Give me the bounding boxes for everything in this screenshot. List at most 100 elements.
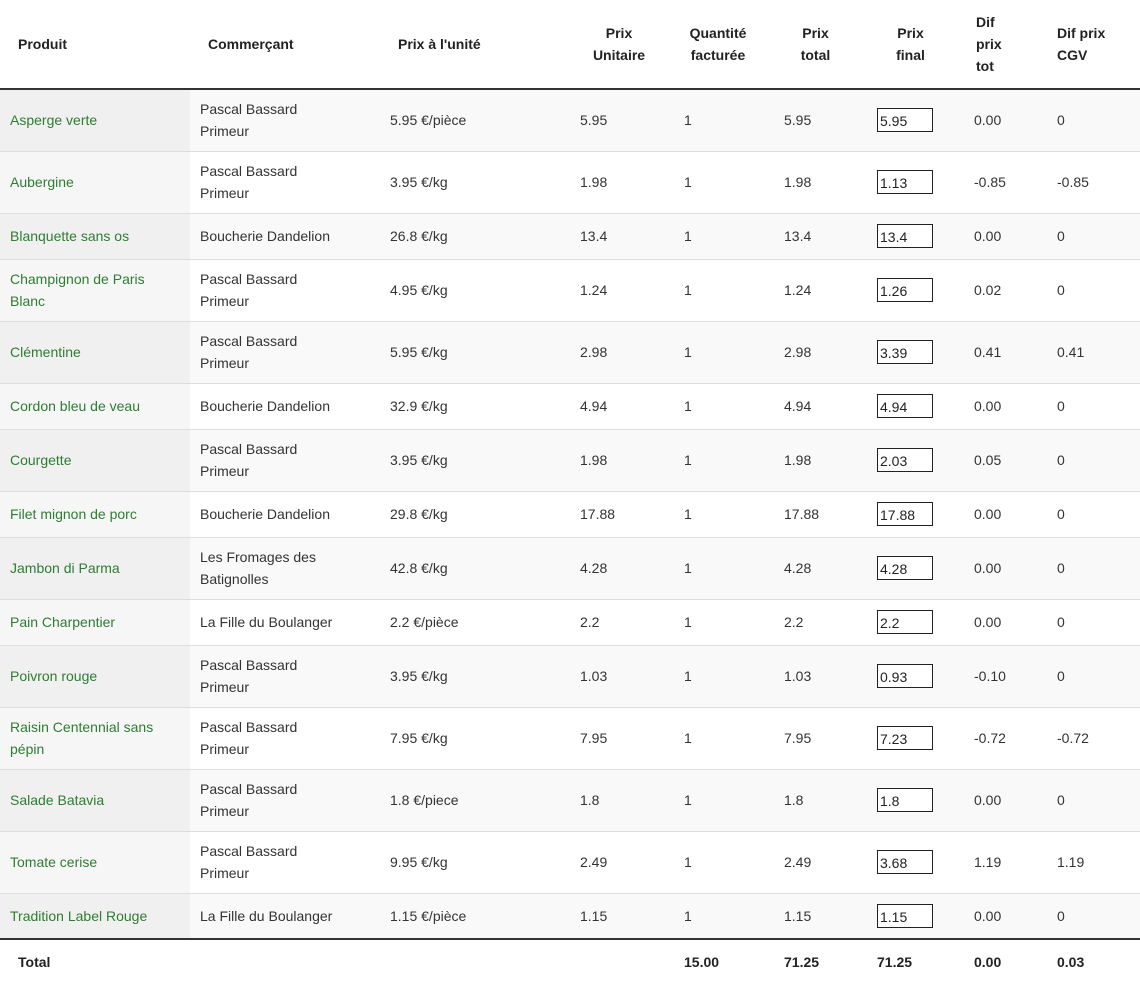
total-price: 1.03 <box>768 644 863 707</box>
merchant-name: Pascal Bassard Primeur <box>190 706 380 769</box>
header-quantite-line1: Quantité <box>689 25 747 41</box>
total-price: 2.49 <box>768 830 863 893</box>
merchant-name: Boucherie Dandelion <box>190 490 380 537</box>
product-name: Poivron rouge <box>0 644 190 707</box>
total-prix-total: 71.25 <box>768 938 863 984</box>
cgv-price-difference: 0 <box>1043 644 1140 707</box>
table-row: Salade Batavia Pascal Bassard Primeur 1.8 €… <box>0 768 1140 831</box>
final-price-input[interactable] <box>877 448 933 472</box>
merchant-name-line: La Fille du Boulanger <box>200 614 333 630</box>
total-price-difference: 0.00 <box>958 768 1043 831</box>
merchant-name-line: Boucherie Dandelion <box>200 506 330 522</box>
merchant-name-line: Pascal Bassard <box>200 719 298 735</box>
merchant-name-line: Boucherie Dandelion <box>200 398 330 414</box>
total-price-difference: 0.00 <box>958 536 1043 599</box>
final-price-cell <box>863 598 958 645</box>
total-price: 4.28 <box>768 536 863 599</box>
total-price-difference: 0.05 <box>958 428 1043 491</box>
total-prix-final: 71.25 <box>863 938 958 984</box>
merchant-name-line: Primeur <box>200 463 250 479</box>
product-name: Clémentine <box>0 320 190 383</box>
final-price-cell <box>863 320 958 383</box>
total-price-difference: 0.00 <box>958 88 1043 151</box>
final-price-input[interactable] <box>877 664 933 688</box>
table-row: Aubergine Pascal Bassard Primeur 3.95 €/kg 1… <box>0 150 1140 213</box>
product-name: Aubergine <box>0 150 190 213</box>
unit-price-label: 5.95 €/pièce <box>380 88 570 151</box>
product-name: Blanquette sans os <box>0 212 190 259</box>
table-row: Raisin Centennial sans pépin Pascal Bassa… <box>0 706 1140 769</box>
total-price: 17.88 <box>768 490 863 537</box>
product-name: Cordon bleu de veau <box>0 382 190 429</box>
header-prix-final: Prix final <box>863 0 958 90</box>
total-price-difference: 0.00 <box>958 212 1043 259</box>
table-row: Pain Charpentier La Fille du Boulanger 2.2… <box>0 598 1140 645</box>
final-price-cell <box>863 830 958 893</box>
final-price-input[interactable] <box>877 850 933 874</box>
merchant-name-line: Pascal Bassard <box>200 441 298 457</box>
table-row: Tomate cerise Pascal Bassard Primeur 9.95 €… <box>0 830 1140 893</box>
quantity-invoiced: 1 <box>668 88 768 151</box>
total-price-difference: 0.41 <box>958 320 1043 383</box>
quantity-invoiced: 1 <box>668 644 768 707</box>
total-empty-3 <box>570 938 668 984</box>
merchant-name-line: Pascal Bassard <box>200 163 298 179</box>
merchant-name-line: Primeur <box>200 679 250 695</box>
merchant-name-line: Les Fromages des <box>200 549 316 565</box>
final-price-input[interactable] <box>877 394 933 418</box>
merchant-name: La Fille du Boulanger <box>190 598 380 645</box>
unit-price: 1.24 <box>570 258 668 321</box>
total-price: 2.2 <box>768 598 863 645</box>
final-price-input[interactable] <box>877 278 933 302</box>
final-price-input[interactable] <box>877 726 933 750</box>
merchant-name: Pascal Bassard Primeur <box>190 150 380 213</box>
cgv-price-difference: 0 <box>1043 892 1140 939</box>
final-price-input[interactable] <box>877 788 933 812</box>
final-price-input[interactable] <box>877 170 933 194</box>
header-prix-final-line1: Prix <box>897 25 924 41</box>
final-price-input[interactable] <box>877 340 933 364</box>
total-price: 1.8 <box>768 768 863 831</box>
cgv-price-difference: 0 <box>1043 490 1140 537</box>
product-name: Filet mignon de porc <box>0 490 190 537</box>
product-name: Pain Charpentier <box>0 598 190 645</box>
total-price-difference: -0.85 <box>958 150 1043 213</box>
final-price-input[interactable] <box>877 502 933 526</box>
unit-price-label: 4.95 €/kg <box>380 258 570 321</box>
final-price-input[interactable] <box>877 108 933 133</box>
table-row: Poivron rouge Pascal Bassard Primeur 3.95 €… <box>0 644 1140 707</box>
total-price-difference: -0.10 <box>958 644 1043 707</box>
header-commercant: Commerçant <box>190 0 380 90</box>
total-price: 13.4 <box>768 212 863 259</box>
table-body: Asperge verte Pascal Bassard Primeur 5.95 €… <box>0 88 1140 939</box>
final-price-input[interactable] <box>877 610 933 634</box>
header-prix-unite: Prix à l'unité <box>380 0 570 90</box>
cgv-price-difference: 0 <box>1043 428 1140 491</box>
final-price-input[interactable] <box>877 903 933 928</box>
cgv-price-difference: 0 <box>1043 88 1140 151</box>
merchant-name: Boucherie Dandelion <box>190 382 380 429</box>
table-row: Asperge verte Pascal Bassard Primeur 5.95 €… <box>0 88 1140 151</box>
header-dif-tot-line2: prix <box>976 36 1002 52</box>
quantity-invoiced: 1 <box>668 382 768 429</box>
merchant-name-line: Primeur <box>200 293 250 309</box>
final-price-input[interactable] <box>877 224 933 248</box>
merchant-name: Pascal Bassard Primeur <box>190 258 380 321</box>
header-dif-cgv: Dif prix CGV <box>1043 0 1140 90</box>
unit-price: 2.2 <box>570 598 668 645</box>
product-name: Champignon de Paris Blanc <box>0 258 190 321</box>
merchant-name: Pascal Bassard Primeur <box>190 88 380 151</box>
header-dif-tot-line3: tot <box>976 58 994 74</box>
quantity-invoiced: 1 <box>668 830 768 893</box>
final-price-cell <box>863 150 958 213</box>
total-label: Total <box>0 938 190 984</box>
total-price: 7.95 <box>768 706 863 769</box>
unit-price-label: 1.8 €/piece <box>380 768 570 831</box>
unit-price: 1.03 <box>570 644 668 707</box>
unit-price-label: 3.95 €/kg <box>380 428 570 491</box>
unit-price: 13.4 <box>570 212 668 259</box>
unit-price: 1.98 <box>570 150 668 213</box>
final-price-input[interactable] <box>877 556 933 580</box>
unit-price-label: 3.95 €/kg <box>380 150 570 213</box>
